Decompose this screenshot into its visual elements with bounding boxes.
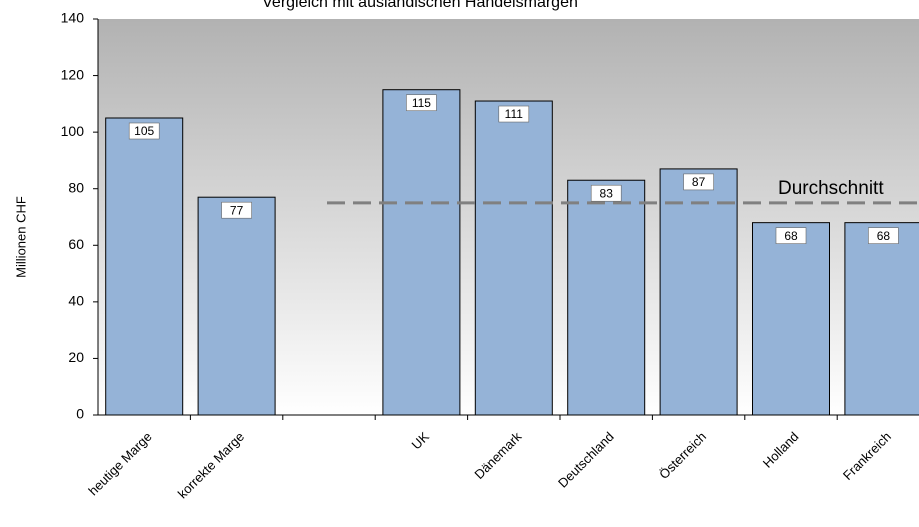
x-tick-label: Dänemark xyxy=(471,429,524,482)
x-tick-label: Frankreich xyxy=(840,429,894,483)
data-label-box xyxy=(868,227,899,244)
y-tick-label: 140 xyxy=(61,10,85,26)
x-tick-label: heutige Marge xyxy=(85,429,154,498)
chart-title: Vergleich mit ausländischen Handelsmarge… xyxy=(262,0,578,11)
data-label-box xyxy=(683,173,714,191)
bar xyxy=(844,222,919,416)
y-tick-label: 120 xyxy=(61,66,85,82)
data-label: 115 xyxy=(412,96,431,110)
data-label: 111 xyxy=(505,107,524,121)
x-tick-label: Holland xyxy=(760,429,802,471)
y-axis-label: Millionen CHF xyxy=(13,196,28,278)
bar xyxy=(752,222,830,416)
bar xyxy=(659,168,738,416)
y-tick-label: 80 xyxy=(68,179,84,195)
data-label: 87 xyxy=(692,175,706,189)
x-tick-label: Deutschland xyxy=(555,429,617,491)
bar xyxy=(382,89,461,416)
data-label: 68 xyxy=(784,229,798,243)
x-tick-label: UK xyxy=(409,429,433,453)
data-label: 77 xyxy=(230,203,244,217)
y-tick-label: 20 xyxy=(68,349,84,365)
data-label: 68 xyxy=(877,229,891,243)
data-label-box xyxy=(221,201,252,219)
x-tick-label: korrekte Marge xyxy=(175,429,247,501)
y-tick-label: 0 xyxy=(76,406,84,422)
bar xyxy=(567,179,646,416)
bar xyxy=(474,100,553,416)
bar xyxy=(197,196,276,416)
y-tick-label: 40 xyxy=(68,293,84,309)
reference-label: Durchschnitt xyxy=(778,178,884,199)
data-label-box xyxy=(406,94,437,112)
data-label-box xyxy=(128,122,160,140)
data-label: 105 xyxy=(134,124,154,138)
data-label-box xyxy=(590,184,622,202)
data-label: 83 xyxy=(600,186,614,200)
data-label-box xyxy=(775,227,807,244)
bar xyxy=(105,117,184,416)
data-label-box xyxy=(498,105,530,123)
y-tick-label: 100 xyxy=(61,123,85,139)
y-tick-label: 60 xyxy=(68,236,84,252)
x-tick-label: Österreich xyxy=(656,429,709,482)
